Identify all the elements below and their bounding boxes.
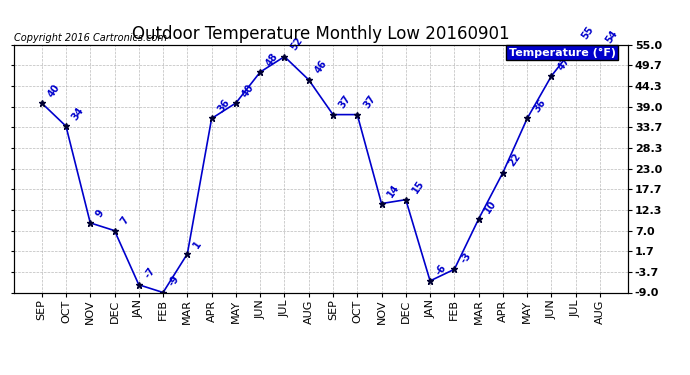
Text: 47: 47	[555, 55, 571, 72]
Text: 7: 7	[119, 215, 131, 226]
Text: -3: -3	[459, 251, 473, 265]
Title: Outdoor Temperature Monthly Low 20160901: Outdoor Temperature Monthly Low 20160901	[132, 26, 510, 44]
Text: 55: 55	[580, 24, 596, 41]
Text: 52: 52	[288, 36, 304, 52]
Text: 37: 37	[337, 94, 353, 111]
Text: Temperature (°F): Temperature (°F)	[509, 48, 615, 57]
Text: -7: -7	[143, 266, 157, 280]
Text: 40: 40	[240, 82, 256, 99]
Text: 34: 34	[70, 105, 86, 122]
Text: 48: 48	[264, 51, 280, 68]
Text: 10: 10	[483, 198, 499, 215]
Text: 46: 46	[313, 59, 329, 76]
Text: 54: 54	[604, 28, 620, 45]
Text: -6: -6	[434, 262, 448, 277]
Text: -9: -9	[167, 274, 181, 288]
Text: 40: 40	[46, 82, 62, 99]
Text: 15: 15	[410, 179, 426, 195]
Text: 22: 22	[507, 152, 523, 168]
Text: 36: 36	[531, 98, 547, 114]
Text: 1: 1	[192, 238, 204, 250]
Text: 37: 37	[362, 94, 377, 111]
Text: 14: 14	[386, 183, 402, 200]
Text: Copyright 2016 Cartronics.com: Copyright 2016 Cartronics.com	[14, 33, 167, 42]
Text: 36: 36	[216, 98, 232, 114]
Text: 9: 9	[95, 207, 106, 219]
